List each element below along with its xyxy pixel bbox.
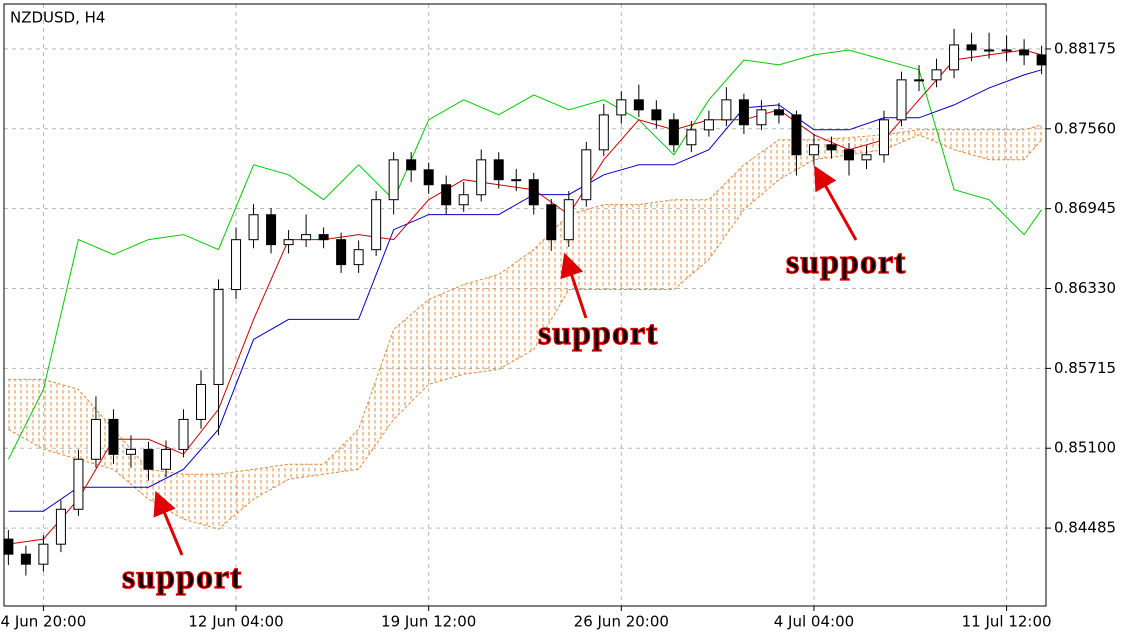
- candle-body: [896, 79, 907, 121]
- candle-body: [178, 418, 189, 450]
- candle-body: [301, 234, 312, 241]
- candle-body: [668, 119, 679, 146]
- candle-body: [108, 418, 119, 455]
- candle-body: [1001, 49, 1012, 52]
- candle-body: [966, 44, 977, 51]
- candle-body: [248, 214, 259, 241]
- candle-body: [756, 109, 767, 126]
- y-tick-label: 0.86945: [1054, 199, 1116, 217]
- candle-body: [738, 99, 749, 126]
- candle-body: [1036, 54, 1047, 66]
- candle-body: [318, 234, 329, 241]
- candle-body: [703, 119, 714, 131]
- candle-body: [160, 448, 171, 470]
- candle-body: [651, 109, 662, 121]
- y-tick-label: 0.87560: [1054, 119, 1116, 137]
- candle-body: [196, 383, 207, 420]
- candle-body: [143, 448, 154, 470]
- candle-body: [686, 129, 697, 146]
- candle-body: [563, 199, 574, 241]
- annotation: support: [786, 244, 906, 281]
- x-tick-label: 19 Jun 12:00: [381, 613, 476, 631]
- candle-body: [581, 149, 592, 201]
- candle-body: [388, 159, 399, 201]
- candle-body: [931, 69, 942, 81]
- plot-area: [3, 4, 1047, 606]
- candle-body: [914, 79, 925, 82]
- annotation: support: [538, 315, 658, 352]
- x-tick-label: 4 Jul 04:00: [774, 613, 854, 631]
- candle-body: [423, 169, 434, 186]
- candle-body: [493, 159, 504, 181]
- x-tick-label: 12 Jun 04:00: [188, 613, 283, 631]
- candle-body: [476, 159, 487, 196]
- candle-body: [125, 448, 136, 455]
- candle-body: [1019, 49, 1030, 56]
- candle-body: [826, 144, 837, 151]
- annotation: support: [122, 559, 242, 596]
- x-tick-label: 4 Jun 20:00: [1, 613, 87, 631]
- candle-body: [843, 149, 854, 161]
- candle-body: [20, 553, 31, 565]
- annotation-arrow: [153, 490, 184, 556]
- candle-body: [721, 99, 732, 121]
- candle-body: [90, 418, 101, 460]
- candle-body: [616, 99, 627, 116]
- y-tick-label: 0.88175: [1054, 39, 1116, 57]
- candle-body: [949, 44, 960, 71]
- candle-body: [528, 179, 539, 206]
- y-tick-label: 0.85715: [1054, 359, 1116, 377]
- y-tick-label: 0.85100: [1054, 439, 1116, 457]
- candle-body: [441, 184, 452, 206]
- candle-body: [353, 249, 364, 266]
- x-tick-label: 26 Jun 20:00: [574, 613, 669, 631]
- candle-body: [773, 109, 784, 116]
- annotation-arrow: [814, 165, 858, 241]
- candle-body: [458, 194, 469, 206]
- x-tick-label: 11 Jul 12:00: [962, 613, 1052, 631]
- candle-body: [511, 179, 522, 182]
- candle-body: [633, 99, 644, 111]
- annotation-arrow: [560, 252, 588, 319]
- candle-body: [73, 458, 84, 510]
- candle-body: [336, 239, 347, 266]
- cloud: [8, 124, 1042, 530]
- candle-body: [861, 154, 872, 161]
- candle-body: [38, 543, 49, 565]
- candle-body: [546, 204, 557, 241]
- plot-border: [3, 3, 1047, 607]
- y-tick-label: 0.84485: [1054, 519, 1116, 537]
- candle-body: [3, 538, 14, 555]
- candle-body: [213, 289, 224, 385]
- candle-body: [879, 119, 890, 156]
- candle-body: [984, 49, 995, 52]
- candle-body: [55, 508, 66, 545]
- candle-body: [266, 214, 277, 246]
- candle-body: [808, 144, 819, 156]
- candle-body: [598, 114, 609, 151]
- candle-body: [406, 159, 417, 171]
- candle-body: [791, 114, 802, 156]
- indicator-line: [7, 49, 1043, 460]
- candle-body: [231, 239, 242, 291]
- chart-title: NZDUSD, H4: [10, 9, 105, 27]
- candle-body: [283, 239, 294, 246]
- cloud-edge: [8, 134, 1042, 530]
- candle-body: [371, 199, 382, 251]
- y-tick-label: 0.86330: [1054, 279, 1116, 297]
